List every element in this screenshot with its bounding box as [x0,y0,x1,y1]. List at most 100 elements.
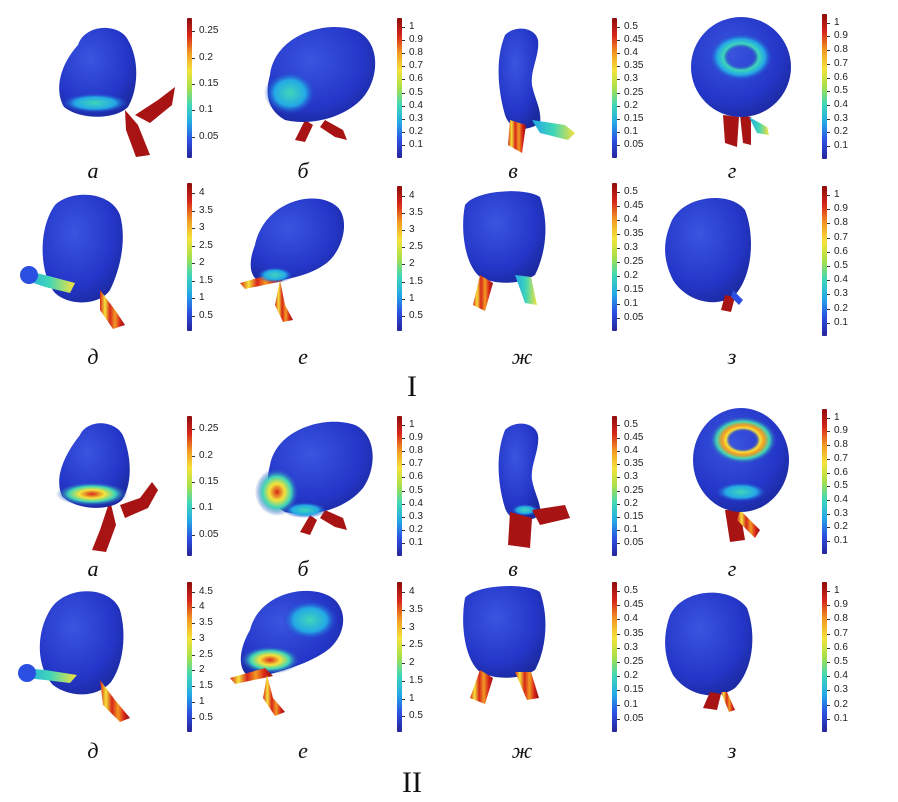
tick-label: 0.1 [199,502,213,514]
tick-mark [827,237,830,239]
tick-label: 0.6 [834,466,848,478]
tick-label: 3.5 [199,617,213,629]
group-label-I: I [407,370,417,403]
tick-label: 0.25 [624,484,644,496]
tick-label: 0.7 [834,452,848,464]
tick-label: 0.1 [624,698,638,710]
colorbar-II-3 [822,409,827,554]
tick-label: 0.5 [409,484,423,496]
tick-mark [617,704,620,706]
label-II-zh: ж [511,738,533,763]
tick-mark [192,245,195,247]
tick-label: 0.9 [409,431,423,443]
tick-mark [827,223,830,225]
tick-mark [827,194,830,196]
tick-label: 0.1 [624,524,638,536]
tick-label: 0.35 [624,60,644,72]
tick-mark [402,39,405,41]
tick-label: 0.05 [624,139,644,151]
tick-label: 1 [199,695,205,707]
tick-mark [192,315,195,317]
tick-mark [192,623,195,625]
tick-mark [827,209,830,211]
tick-mark [617,26,620,28]
tick-label: 1 [834,16,840,28]
tick-label: 0.25 [624,255,644,267]
colorbar-II-5 [397,582,402,732]
panel-II-v [470,410,660,570]
tick-label: 3.5 [199,204,213,216]
tick-mark [827,513,830,515]
tick-label: 0.4 [409,99,423,111]
tick-mark [402,79,405,81]
tick-mark [617,451,620,453]
tick-mark [192,84,195,86]
panel-II-zh [455,580,660,740]
colorbar-I-3 [822,14,827,159]
aneurysm-model [498,423,570,548]
tick-label: 0.8 [834,44,848,56]
tick-mark [827,676,830,678]
tick-label: 0.1 [834,712,848,724]
tick-mark [192,455,195,457]
tick-mark [827,619,830,621]
tick-label: 2 [409,657,415,669]
tick-mark [192,298,195,300]
panel-II-z [655,580,885,740]
tick-mark [192,136,195,138]
tick-label: 0.2 [834,698,848,710]
tick-label: 0.3 [624,641,638,653]
tick-mark [402,609,405,611]
tick-label: 0.8 [409,47,423,59]
tick-mark [402,424,405,426]
tick-label: 0.4 [624,47,638,59]
tick-mark [617,647,620,649]
tick-label: 4.5 [199,585,213,597]
tick-label: 2.5 [409,639,423,651]
tick-mark [617,145,620,147]
tick-label: 4 [409,586,415,598]
tick-mark [827,91,830,93]
colorbar-ticks: 4 3.5 3 2.5 2 1.5 1 0.5 [409,186,449,331]
tick-label: 0.15 [624,684,644,696]
tick-label: 0.15 [624,511,644,523]
tick-mark [402,477,405,479]
tick-mark [617,619,620,621]
tick-mark [617,39,620,41]
tick-mark [617,105,620,107]
label-II-a: а [87,556,99,581]
tick-label: 4 [409,189,415,201]
tick-mark [192,534,195,536]
tick-mark [827,104,830,106]
label-II-b: б [297,556,309,581]
label-I-g: г [727,158,737,183]
tick-label: 0.1 [199,104,213,116]
tick-label: 0.15 [624,283,644,295]
tick-label: 0.4 [624,213,638,225]
tick-label: 0.15 [624,113,644,125]
tick-label: 3 [199,222,205,234]
tick-label: 2.5 [199,239,213,251]
tick-mark [402,627,405,629]
tick-mark [402,315,405,317]
tick-mark [827,590,830,592]
tick-label: 0.05 [624,311,644,323]
tick-mark [617,437,620,439]
tick-mark [192,193,195,195]
colorbar-ticks: 1 0.9 0.8 0.7 0.6 0.5 0.4 0.3 0.2 0.1 [409,416,449,556]
tick-mark [617,490,620,492]
aneurysm-model [264,27,376,142]
tick-label: 2 [199,664,205,676]
tick-mark [402,281,405,283]
colorbar-ticks: 0.25 0.2 0.15 0.1 0.05 [199,416,239,556]
tick-mark [402,247,405,249]
tick-label: 0.9 [834,203,848,215]
aneurysm-model [665,198,751,312]
tick-mark [827,431,830,433]
tick-mark [827,280,830,282]
tick-mark [617,233,620,235]
tick-mark [402,517,405,519]
colorbar-ticks: 1 0.9 0.8 0.7 0.6 0.5 0.4 0.3 0.2 0.1 [409,18,449,158]
label-I-z: з [727,344,737,369]
tick-label: 0.35 [624,227,644,239]
